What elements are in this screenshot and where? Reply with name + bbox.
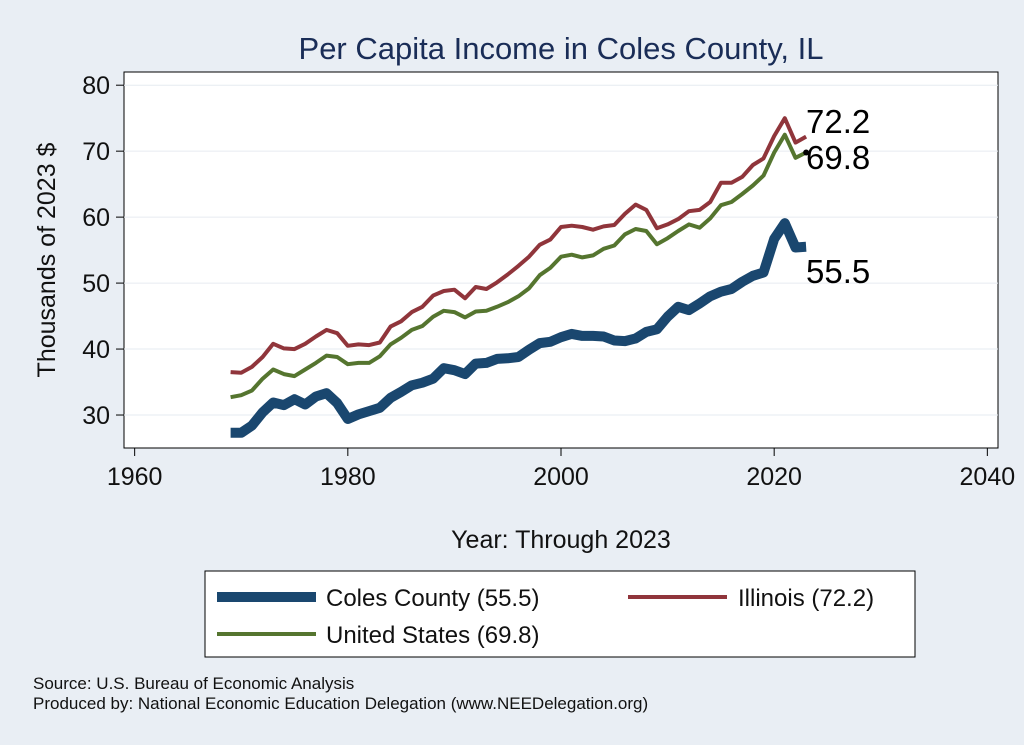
end-marker-united-states [803, 149, 810, 156]
end-labels: 72.2 69.8 55.5 [806, 103, 870, 290]
series-lines [230, 116, 810, 438]
xtick-label-1960: 1960 [107, 463, 163, 491]
legend-label-coles-county: Coles County (55.5) [326, 585, 539, 612]
ytick-label-50: 50 [82, 270, 110, 298]
legend-box [204, 570, 916, 658]
ytick-label-40: 40 [82, 336, 110, 364]
end-label-coles-county: 55.5 [806, 253, 870, 290]
plot-area [123, 71, 999, 449]
ytick-label-80: 80 [82, 72, 110, 100]
x-axis-title: Year: Through 2023 [451, 526, 671, 554]
chart-title: Per Capita Income in Coles County, IL [299, 31, 824, 66]
ytick-label-60: 60 [82, 204, 110, 232]
legend: Coles County (55.5) Illinois (72.2) Unit… [204, 570, 916, 658]
series-line-illinois [230, 116, 808, 375]
source-note: Source: U.S. Bureau of Economic Analysis [33, 674, 354, 693]
ytick-label-70: 70 [82, 138, 110, 166]
y-axis: 30 40 50 60 70 80 [82, 72, 124, 430]
ytick-label-30: 30 [82, 402, 110, 430]
xtick-label-2020: 2020 [746, 463, 802, 491]
y-axis-title: Thousands of 2023 $ [33, 142, 61, 377]
end-label-illinois: 72.2 [806, 103, 870, 140]
producer-note: Produced by: National Economic Education… [33, 694, 648, 713]
series-line-us [230, 132, 807, 400]
xtick-label-2000: 2000 [533, 463, 589, 491]
legend-label-illinois: Illinois (72.2) [738, 585, 874, 612]
xtick-label-2040: 2040 [960, 463, 1016, 491]
x-axis: 1960 1980 2000 2020 2040 [107, 448, 1015, 491]
xtick-label-1980: 1980 [320, 463, 376, 491]
end-label-united-states: 69.8 [806, 139, 870, 176]
legend-label-united-states: United States (69.8) [326, 622, 539, 649]
series-line-coles [230, 218, 807, 438]
